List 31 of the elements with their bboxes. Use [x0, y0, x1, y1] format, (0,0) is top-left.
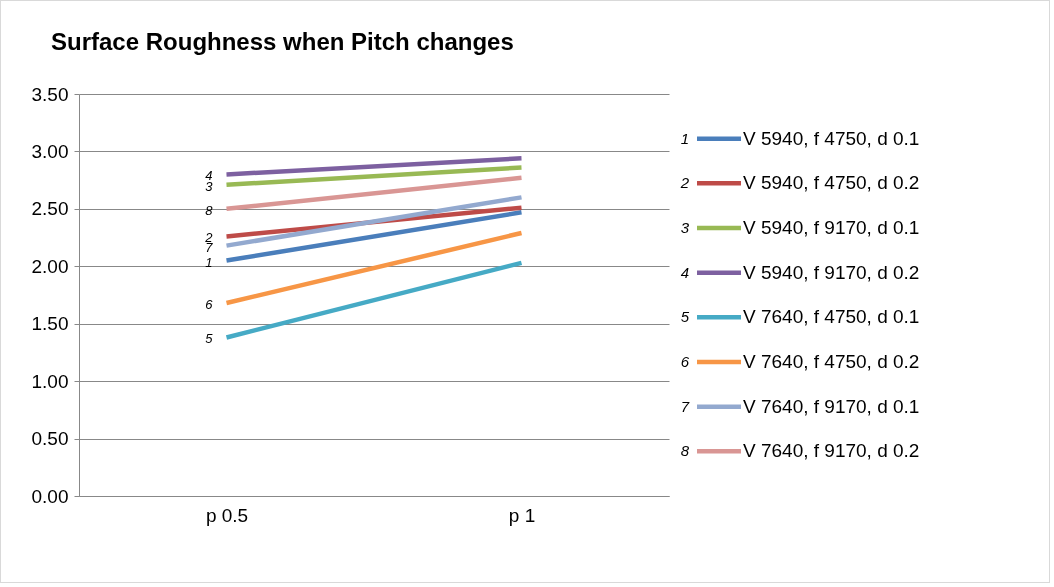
legend-label: V 7640, f 9170, d 0.1: [743, 395, 920, 417]
text: 1: [680, 129, 689, 147]
annotation: 1: [205, 254, 213, 270]
annotation: 8: [205, 202, 214, 218]
text: 3: [680, 219, 689, 236]
legend-label: V 7640, f 4750, d 0.1: [743, 306, 920, 328]
y-tick-label: 3.00: [31, 140, 69, 162]
y-tick-label: 1.00: [31, 370, 69, 392]
text: 7: [680, 397, 689, 415]
annotation: 6: [205, 297, 214, 313]
legend-label: V 7640, f 9170, d 0.2: [743, 440, 920, 462]
y-tick-label: 0.00: [31, 485, 69, 507]
x-tick-label: p 0.5: [205, 504, 249, 526]
text: 2: [680, 174, 689, 192]
y-tick-label: 2.00: [31, 255, 69, 277]
legend-label: V 5940, f 9170, d 0.2: [743, 261, 920, 283]
y-tick-label: 1.50: [31, 313, 69, 335]
y-tick-label: 3.50: [31, 83, 69, 105]
y-tick-label: 2.50: [31, 198, 69, 220]
chart-title: Surface Roughness when Pitch changes: [51, 28, 514, 55]
y-tick-label: 0.50: [31, 428, 69, 450]
legend-label: V 5940, f 9170, d 0.1: [743, 217, 920, 238]
annotation: 5: [205, 331, 214, 347]
legend-label: V 5940, f 4750, d 0.2: [743, 172, 920, 194]
text: 8: [680, 442, 689, 460]
text: 4: [680, 263, 689, 281]
text: 6: [680, 353, 689, 370]
text: 5: [680, 308, 689, 326]
legend-label: V 7640, f 4750, d 0.2: [743, 351, 920, 372]
x-tick-label: p 1: [508, 504, 536, 526]
legend-label: V 5940, f 4750, d 0.1: [743, 127, 920, 149]
